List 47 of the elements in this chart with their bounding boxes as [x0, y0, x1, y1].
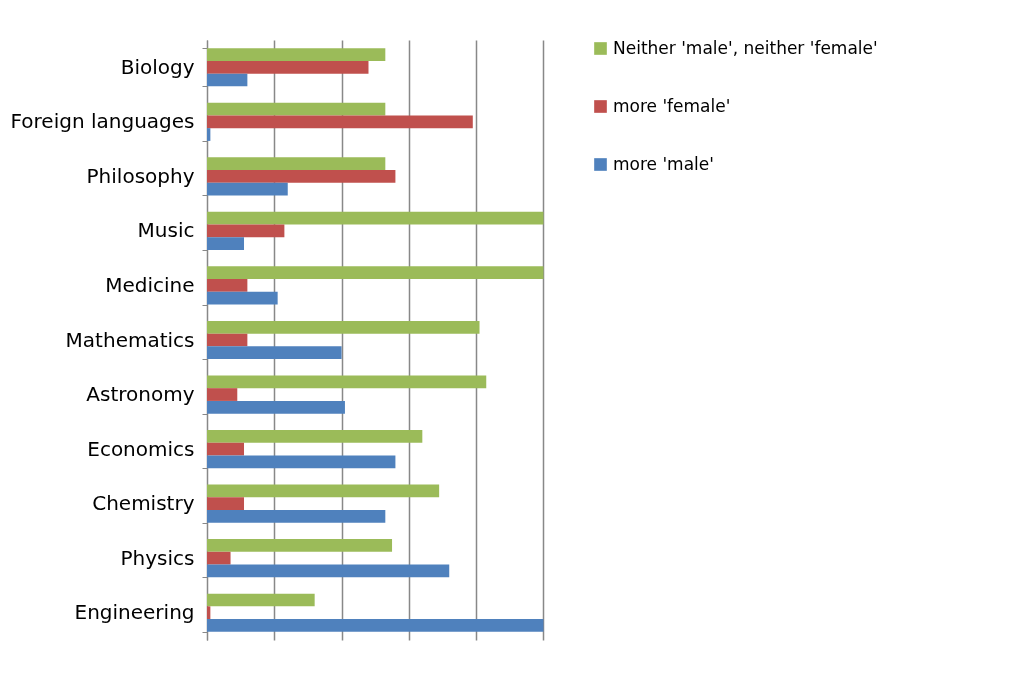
y-tick-label: Music — [137, 218, 195, 243]
bar — [207, 128, 211, 141]
y-tick-label: Economics — [87, 436, 195, 461]
bar — [207, 551, 231, 565]
y-tick-label: Mathematics — [65, 327, 195, 352]
bar — [207, 593, 315, 607]
bar — [207, 400, 345, 414]
y-tick-label: Foreign languages — [10, 109, 195, 134]
legend-label: more 'female' — [613, 95, 731, 116]
bar — [207, 73, 248, 87]
bar — [207, 497, 245, 510]
bar — [207, 619, 544, 632]
bar — [207, 60, 369, 74]
bar — [207, 182, 288, 196]
y-tick-label: Physics — [120, 545, 195, 570]
bar — [207, 606, 211, 620]
bar — [207, 484, 440, 498]
bar — [207, 564, 450, 578]
bar — [207, 224, 285, 238]
bar — [207, 510, 386, 523]
bar — [207, 237, 245, 250]
bar — [207, 279, 248, 292]
bar — [207, 291, 278, 305]
bar — [207, 266, 544, 280]
bar — [207, 320, 480, 334]
bar — [207, 388, 238, 401]
bar — [207, 170, 396, 183]
legend-label: Neither 'male', neither 'female' — [613, 37, 878, 58]
bar — [207, 375, 487, 389]
bar — [207, 333, 248, 347]
bar — [207, 442, 245, 456]
y-tick-label: Chemistry — [92, 491, 195, 516]
bar — [207, 539, 393, 552]
y-tick-label: Philosophy — [86, 163, 195, 188]
y-tick-label: Astronomy — [86, 382, 195, 407]
legend-label: more 'male' — [613, 153, 714, 174]
y-tick-label: Biology — [120, 54, 195, 79]
bar — [207, 48, 386, 61]
y-tick-label: Engineering — [74, 600, 195, 625]
bar — [207, 157, 386, 170]
bar — [207, 455, 396, 469]
bar — [207, 430, 423, 443]
bar — [207, 115, 473, 129]
bar — [207, 346, 342, 360]
bar — [207, 102, 386, 116]
bar — [207, 211, 544, 225]
y-tick-label: Medicine — [105, 272, 195, 297]
